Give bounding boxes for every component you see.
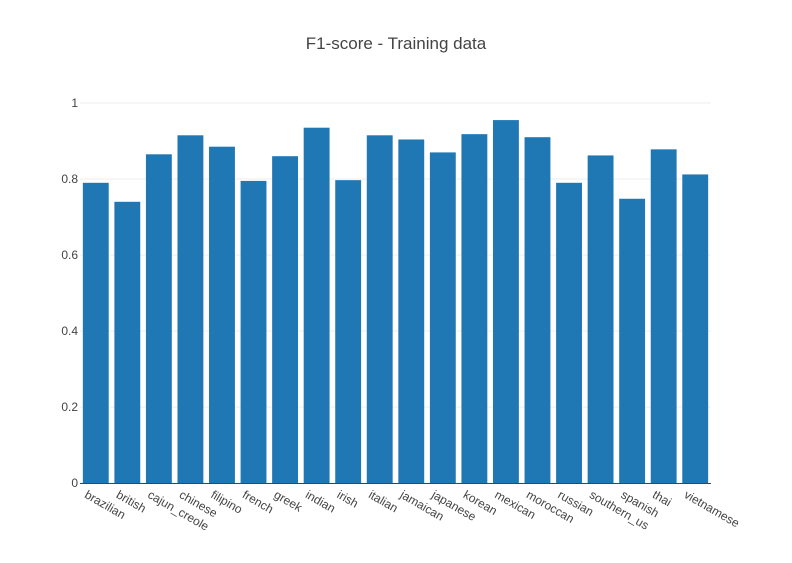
y-tick-label: 0 (71, 476, 78, 490)
bar-mexican[interactable] (492, 120, 519, 483)
bar-vietnamese[interactable] (682, 174, 709, 483)
chart-title: F1-score - Training data (305, 34, 487, 53)
bars (82, 120, 709, 484)
x-tick-label: french (240, 487, 276, 516)
x-tick-label: italian (366, 487, 400, 515)
y-tick-label: 0.6 (61, 248, 78, 262)
bar-jamaican[interactable] (398, 139, 425, 484)
x-tick-label: indian (303, 487, 338, 515)
bar-irish[interactable] (335, 180, 362, 483)
bar-french[interactable] (240, 180, 267, 483)
y-tick-label: 0.8 (61, 172, 78, 186)
bar-italian[interactable] (366, 135, 393, 484)
bar-japanese[interactable] (429, 152, 456, 483)
y-tick-label: 0.4 (61, 324, 78, 338)
bar-southern_us[interactable] (587, 155, 614, 483)
x-tick-labels: brazilianbritishcajun_creolechinesefilip… (82, 487, 742, 534)
y-tick-label: 1 (71, 96, 78, 110)
bar-thai[interactable] (650, 149, 677, 484)
bar-korean[interactable] (461, 134, 488, 483)
gridlines (80, 102, 711, 408)
bar-filipino[interactable] (209, 146, 235, 483)
bar-chinese[interactable] (177, 135, 204, 484)
x-tick-label: irish (335, 487, 361, 510)
x-tick-label: greek (272, 487, 306, 515)
bar-indian[interactable] (303, 127, 330, 483)
bar-brazilian[interactable] (82, 182, 109, 484)
bar-cajun_creole[interactable] (145, 154, 172, 484)
bar-greek[interactable] (272, 156, 299, 483)
y-tick-labels: 0 0.2 0.4 0.6 0.8 1 (61, 96, 78, 490)
bar-british[interactable] (114, 201, 141, 484)
bar-russian[interactable] (556, 182, 582, 484)
bar-moroccan[interactable] (524, 137, 551, 483)
y-tick-label: 0.2 (61, 400, 78, 414)
x-tick-label: vietnamese (682, 487, 742, 530)
bar-spanish[interactable] (619, 198, 646, 483)
